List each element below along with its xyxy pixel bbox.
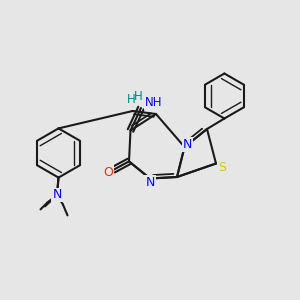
Text: N: N <box>145 176 155 189</box>
Text: S: S <box>219 160 226 174</box>
Text: N: N <box>52 188 62 202</box>
Text: NH: NH <box>145 96 163 109</box>
Text: O: O <box>103 166 113 179</box>
Text: H: H <box>134 90 143 103</box>
Text: N: N <box>183 138 192 151</box>
Text: H: H <box>127 93 136 106</box>
